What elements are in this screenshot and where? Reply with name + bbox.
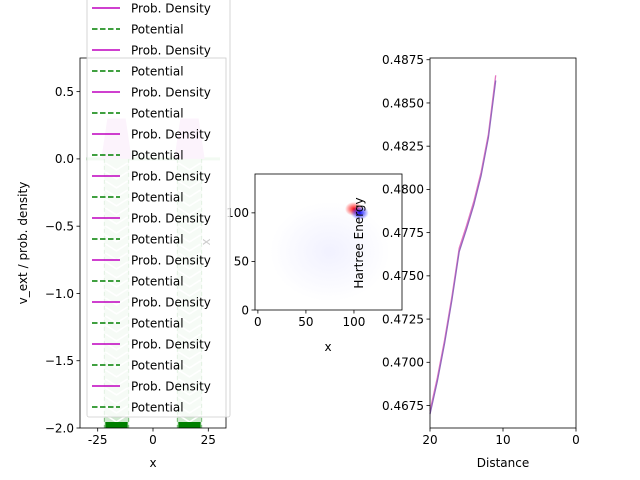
y-tick-label: 0 [241, 303, 249, 317]
density-map-frame [254, 173, 403, 311]
density-feature-negative [350, 205, 369, 220]
x-tick-label: 0 [254, 315, 262, 329]
legend-label: Prob. Density [131, 212, 211, 226]
y-tick-label: 0.4725 [382, 312, 424, 326]
y-tick-label: 0.4675 [382, 399, 424, 413]
y-tick-label: −0.5 [45, 219, 74, 233]
y-tick-label: 0.4775 [382, 226, 424, 240]
y-tick-label: 0.4800 [382, 183, 424, 197]
legend: Prob. Density Potential Prob. Density Poten… [86, 0, 231, 418]
legend-label: Prob. Density [131, 296, 211, 310]
legend-label: Potential [131, 65, 184, 79]
y-tick-label: 0.5 [55, 85, 74, 99]
x-tick-label: 10 [495, 433, 510, 447]
legend-label: Prob. Density [131, 170, 211, 184]
energy-panel: 20 10 0 0.4675 0.4700 0.4725 0.4750 0.4775 0.480… [352, 53, 580, 470]
y-tick-label: 50 [234, 255, 249, 269]
density-background-texture [269, 201, 390, 302]
y-tick-label: 100 [226, 206, 249, 220]
legend-label: Prob. Density [131, 254, 211, 268]
x-tick-label: 100 [343, 315, 366, 329]
legend-label: Potential [131, 107, 184, 121]
potential-xlabel: x [149, 456, 156, 470]
y-tick-label: 0.4850 [382, 96, 424, 110]
energy-series-line-2 [429, 80, 497, 415]
legend-label: Potential [131, 233, 184, 247]
legend-label: Prob. Density [131, 86, 211, 100]
legend-label: Prob. Density [131, 338, 211, 352]
energy-axes-frame [429, 57, 577, 429]
potential-well-bottom [178, 422, 201, 428]
x-tick-label: 0 [572, 433, 580, 447]
energy-series-line-1 [429, 75, 497, 411]
density-map-xlabel: x [324, 340, 331, 354]
y-tick-label: −1.5 [45, 354, 74, 368]
legend-label: Potential [131, 317, 184, 331]
y-tick-label: 0.4875 [382, 53, 424, 67]
legend-label: Potential [131, 149, 184, 163]
potential-well-bottom [105, 422, 128, 428]
energy-ylabel: Hartree Energy [352, 197, 366, 288]
legend-label: Potential [131, 401, 184, 415]
y-tick-label: 0.4825 [382, 139, 424, 153]
potential-ylabel: v_ext / prob. density [16, 182, 30, 305]
y-tick-label: 0.0 [55, 152, 74, 166]
y-tick-label: 0.4750 [382, 269, 424, 283]
legend-label: Potential [131, 191, 184, 205]
y-tick-label: 0.4700 [382, 356, 424, 370]
legend-label: Prob. Density [131, 44, 211, 58]
x-tick-label: 25 [201, 433, 216, 447]
legend-label: Prob. Density [131, 380, 211, 394]
legend-label: Potential [131, 359, 184, 373]
x-tick-label: 20 [422, 433, 437, 447]
legend-label: Prob. Density [131, 128, 211, 142]
legend-box [86, 0, 231, 418]
energy-xlabel: Distance [477, 456, 529, 470]
legend-label: Prob. Density [131, 2, 211, 16]
legend-label: Potential [131, 23, 184, 37]
x-tick-label: -25 [88, 433, 108, 447]
x-tick-label: 0 [149, 433, 157, 447]
y-tick-label: −2.0 [45, 421, 74, 435]
y-tick-label: −1.0 [45, 287, 74, 301]
x-tick-label: 50 [298, 315, 313, 329]
legend-label: Potential [131, 275, 184, 289]
